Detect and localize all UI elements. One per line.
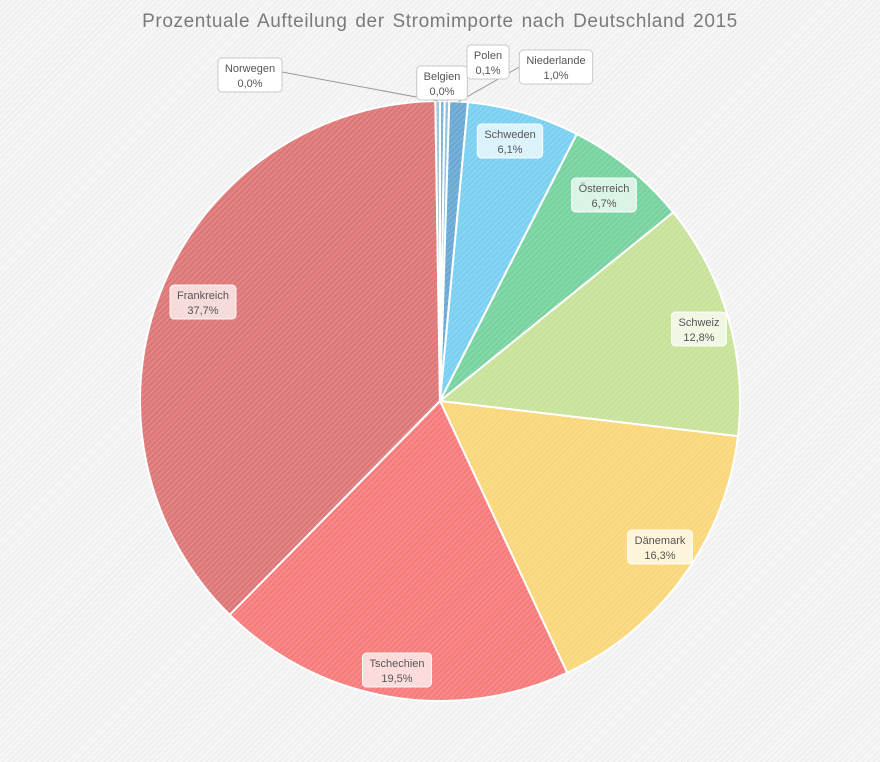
slice-label-value: 19,5%	[381, 673, 412, 685]
slice-label-box	[671, 311, 727, 347]
slice-label-name: Frankreich	[177, 290, 229, 302]
slice-label-box	[416, 65, 468, 101]
slice-label-name: Norwegen	[225, 63, 275, 75]
slice-label-box	[571, 177, 637, 213]
slice-label-box	[217, 57, 283, 93]
slice-label-name: Dänemark	[635, 535, 686, 547]
slice-label-value: 16,3%	[644, 550, 675, 562]
chart-title: Prozentuale Aufteilung der Stromimporte …	[142, 11, 738, 32]
slice-label-box	[518, 49, 594, 85]
slice-label-value: 0,1%	[475, 65, 500, 77]
slice-label-value: 0,0%	[237, 78, 262, 90]
slice-label-schweden: Schweden 6,1%	[476, 123, 544, 159]
slice-label-name: Schweiz	[679, 317, 720, 329]
slice-label-value: 37,7%	[187, 305, 218, 317]
slice-label-oesterreich: Österreich 6,7%	[571, 177, 637, 213]
slice-label-value: 12,8%	[683, 332, 714, 344]
slice-label-schweiz: Schweiz 12,8%	[671, 311, 727, 347]
slice-label-box	[627, 529, 693, 565]
slice-label-belgien: Belgien 0,0%	[416, 65, 468, 101]
slice-label-name: Österreich	[579, 183, 630, 195]
slice-label-tschechien: Tschechien 19,5%	[361, 652, 433, 688]
slices-layer	[139, 99, 741, 702]
slice-label-name: Polen	[474, 50, 502, 62]
slice-label-name: Tschechien	[369, 658, 424, 670]
slice-labels: Belgien 0,0% Polen 0,1% Niederlande 1,0% Schwe…	[169, 44, 727, 688]
slice-label-name: Niederlande	[526, 55, 585, 67]
slice-label-name: Schweden	[484, 129, 535, 141]
slice-label-value: 6,1%	[497, 144, 522, 156]
slice-label-box	[466, 44, 510, 80]
slice-label-value: 0,0%	[429, 86, 454, 98]
slice-label-value: 1,0%	[543, 70, 568, 82]
slice-label-daenemark: Dänemark 16,3%	[627, 529, 693, 565]
slice-label-box	[169, 284, 237, 320]
slice-label-value: 6,7%	[591, 198, 616, 210]
slice-label-name: Belgien	[424, 71, 461, 83]
leader-line-norwegen	[281, 71, 438, 102]
slice-label-frankreich: Frankreich 37,7%	[169, 284, 237, 320]
slice-label-polen: Polen 0,1%	[466, 44, 510, 80]
slice-label-box	[476, 123, 544, 159]
slice-label-norwegen: Norwegen 0,0%	[217, 57, 283, 93]
slice-label-box	[361, 652, 433, 688]
slice-label-niederlande: Niederlande 1,0%	[518, 49, 594, 85]
